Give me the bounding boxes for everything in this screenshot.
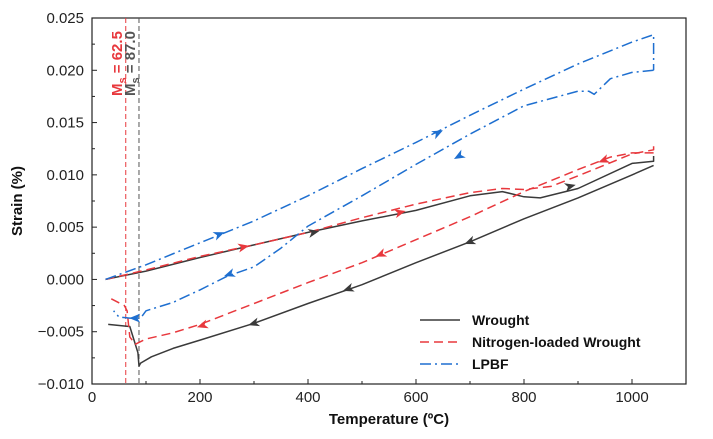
y-tick-label: 0.015 [46,115,84,132]
series-2-heating-line [105,33,655,281]
x-tick-label: 800 [511,389,536,406]
series-1-arrow [598,154,611,163]
ms-wrought-subscript: s [130,77,142,83]
series-0-heating-line [105,156,655,281]
series-2-cooling-line [113,69,654,319]
ms-nitrogen-label: Ms = 62.5 [109,31,129,96]
x-axis: 0 200 400 600 800 1000 [88,379,649,406]
x-tick-label: 200 [187,389,212,406]
series-0-arrow [307,229,320,238]
y-tick-label: 0.005 [46,219,84,236]
series-layer [105,33,655,367]
series-2-arrow [212,232,225,241]
y-tick-label: −0.010 [38,376,84,393]
y-axis: −0.010 −0.005 0.000 0.005 0.010 0.015 0.020 0.0… [38,10,97,393]
x-tick-label: 400 [295,389,320,406]
series-1-arrow [375,248,388,257]
ms-wrought-value: = 87.0 [122,31,139,77]
ms-wrought-label: Ms = 87.0 [122,31,142,96]
y-tick-label: −0.005 [38,324,84,341]
y-tick-label: 0.025 [46,10,84,27]
x-tick-label: 1000 [615,389,648,406]
series-1-arrow [196,319,209,329]
x-axis-title: Temperature (ºC) [329,411,449,428]
y-tick-label: 0.020 [46,62,84,79]
ms-nitrogen-value: = 62.5 [109,31,126,77]
series-0-arrow [464,235,477,245]
legend: Wrought Nitrogen-loaded Wrought LPBF [420,312,641,372]
series-1-arrow [237,243,250,253]
y-tick-label: 0.010 [46,167,84,184]
y-axis-title: Strain (%) [9,166,26,236]
legend-label-0: Wrought [472,312,530,328]
ms-nitrogen-subscript: s [117,77,129,83]
direction-arrows [129,130,611,329]
series-2-arrow [453,149,466,159]
plot-area-frame [91,17,687,385]
series-1-cooling-line [107,152,654,346]
series-0-arrow [342,282,355,292]
ms-wrought-prefix: M [122,84,139,97]
series-2-arrow [224,268,236,277]
y-tick-label: 0.000 [46,271,84,288]
ms-nitrogen-prefix: M [109,84,126,97]
series-2-arrow [431,130,443,140]
legend-label-2: LPBF [472,356,509,372]
x-tick-label: 0 [88,389,96,406]
series-0-arrow [248,317,261,327]
series-1-heating-line [105,143,655,281]
ms-marker-lines: Ms = 62.5Ms = 87.0 [109,18,142,384]
series-2-arrow [129,313,141,323]
series-1-arrow [393,209,406,219]
legend-label-1: Nitrogen-loaded Wrought [472,334,641,350]
x-tick-label: 600 [403,389,428,406]
series-0-arrow [563,183,576,192]
